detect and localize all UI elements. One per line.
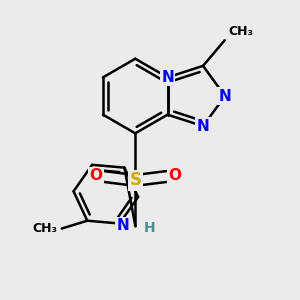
Text: O: O xyxy=(89,168,103,183)
Text: O: O xyxy=(168,168,181,183)
Text: H: H xyxy=(144,220,156,235)
Text: CH₃: CH₃ xyxy=(33,222,58,235)
Text: N: N xyxy=(219,88,231,104)
Text: N: N xyxy=(117,218,129,233)
Text: N: N xyxy=(161,70,174,85)
Text: N: N xyxy=(197,119,209,134)
Text: S: S xyxy=(129,171,141,189)
Text: CH₃: CH₃ xyxy=(229,26,253,38)
